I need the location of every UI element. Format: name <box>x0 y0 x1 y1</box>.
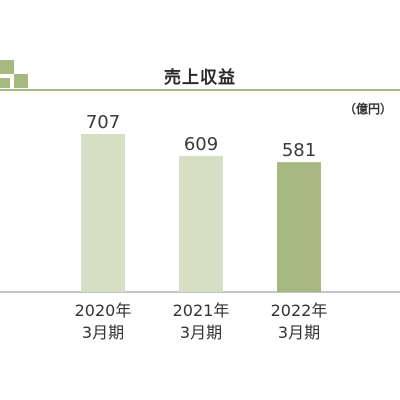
category-label-0-line-1: 3月期 <box>82 323 124 342</box>
bar-0 <box>81 134 125 292</box>
category-label-0-line-0: 2020年 <box>75 301 132 320</box>
category-label-2-line-1: 3月期 <box>278 323 320 342</box>
bar-2 <box>277 162 321 292</box>
corner-decoration <box>0 60 36 92</box>
bar-1 <box>179 155 223 292</box>
value-label-1: 609 <box>184 134 218 155</box>
value-label-2: 581 <box>282 140 316 161</box>
category-label-2-line-0: 2022年 <box>271 301 328 320</box>
chart-title: 売上収益 <box>164 68 236 88</box>
value-label-0: 707 <box>86 112 120 133</box>
header-rule <box>0 89 400 91</box>
unit-label: （億円） <box>343 102 392 116</box>
category-label-1-line-0: 2021年 <box>173 301 230 320</box>
category-label-1-line-1: 3月期 <box>180 323 222 342</box>
